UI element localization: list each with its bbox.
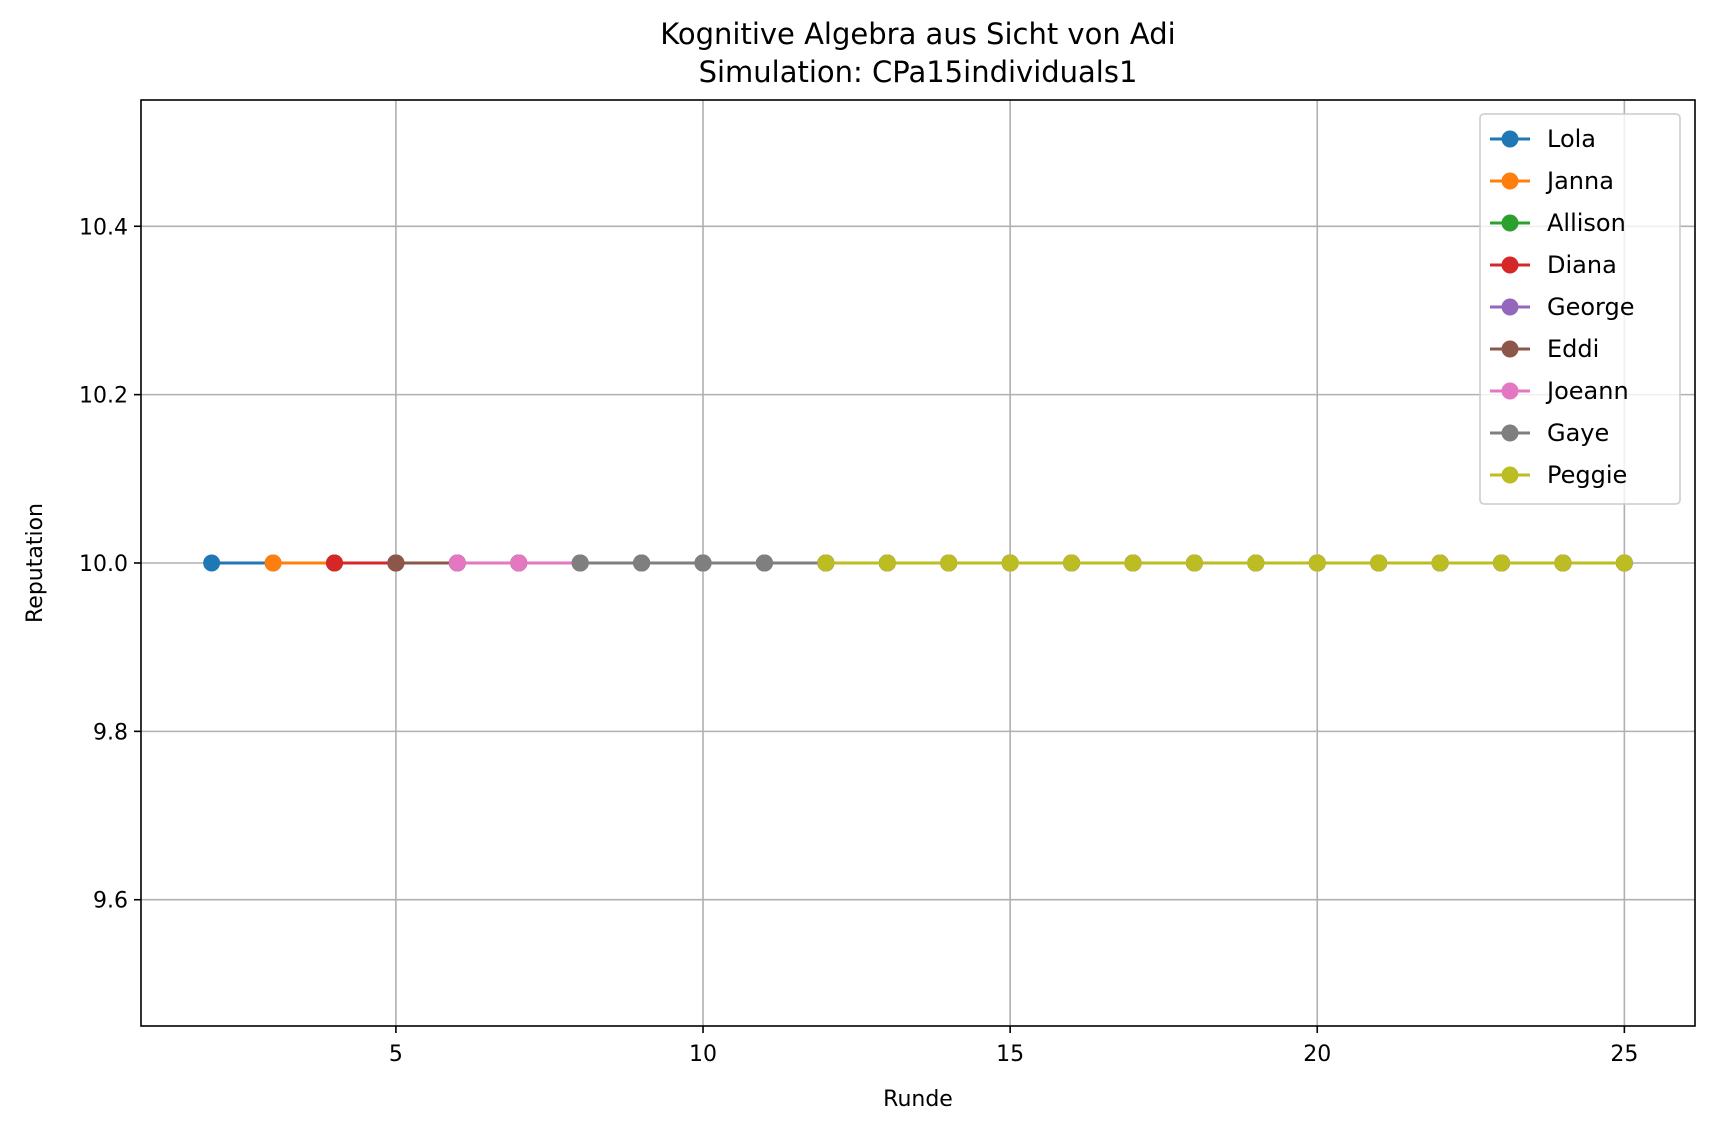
x-axis-label: Runde xyxy=(883,1087,953,1112)
y-tick-label: 9.6 xyxy=(93,889,128,914)
legend-marker xyxy=(1502,341,1519,358)
legend: Lola Janna Allison Diana George Eddi Joeann Gay… xyxy=(1480,114,1680,504)
data-point-janna xyxy=(265,555,282,572)
chart-title: Kognitive Algebra aus Sicht von Adi xyxy=(660,17,1175,51)
legend-marker xyxy=(1502,215,1519,232)
data-point-lola xyxy=(203,555,220,572)
data-point-gaye xyxy=(633,555,650,572)
legend-label: Joeann xyxy=(1545,377,1629,405)
data-point-gaye xyxy=(695,555,712,572)
y-axis-label: Reputation xyxy=(23,503,48,623)
data-point-joeann xyxy=(449,555,466,572)
legend-marker xyxy=(1502,299,1519,316)
x-tick-label: 20 xyxy=(1303,1042,1331,1067)
x-tick-label: 5 xyxy=(389,1042,403,1067)
data-point-peggie xyxy=(817,555,834,572)
data-point-peggie xyxy=(1124,555,1141,572)
data-point-peggie xyxy=(1186,555,1203,572)
legend-label: Allison xyxy=(1547,209,1626,237)
legend-marker xyxy=(1502,173,1519,190)
y-tick-label: 9.8 xyxy=(93,720,128,745)
data-point-joeann xyxy=(510,555,527,572)
legend-label: Eddi xyxy=(1547,335,1599,363)
legend-label: Gaye xyxy=(1547,419,1609,447)
data-point-peggie xyxy=(1002,555,1019,572)
data-point-peggie xyxy=(1309,555,1326,572)
legend-label: Janna xyxy=(1545,167,1614,195)
legend-label: Lola xyxy=(1547,125,1596,153)
x-tick-label: 15 xyxy=(996,1042,1024,1067)
legend-label: Peggie xyxy=(1547,461,1627,489)
data-point-peggie xyxy=(1554,555,1571,572)
data-point-eddi xyxy=(387,555,404,572)
legend-label: George xyxy=(1547,293,1635,321)
data-point-peggie xyxy=(1616,555,1633,572)
data-point-peggie xyxy=(1432,555,1449,572)
data-point-peggie xyxy=(940,555,957,572)
y-tick-label: 10.4 xyxy=(79,215,128,240)
data-point-peggie xyxy=(1247,555,1264,572)
x-tick-label: 10 xyxy=(689,1042,717,1067)
data-point-peggie xyxy=(1063,555,1080,572)
data-point-gaye xyxy=(756,555,773,572)
legend-label: Diana xyxy=(1547,251,1617,279)
legend-marker xyxy=(1502,467,1519,484)
data-point-peggie xyxy=(879,555,896,572)
x-tick-label: 25 xyxy=(1610,1042,1638,1067)
y-tick-label: 10.2 xyxy=(79,384,128,409)
chart-subtitle: Simulation: CPa15individuals1 xyxy=(699,55,1138,89)
data-point-peggie xyxy=(1370,555,1387,572)
data-point-gaye xyxy=(572,555,589,572)
legend-marker xyxy=(1502,425,1519,442)
legend-marker xyxy=(1502,383,1519,400)
data-point-peggie xyxy=(1493,555,1510,572)
data-point-diana xyxy=(326,555,343,572)
legend-marker xyxy=(1502,257,1519,274)
y-tick-label: 10.0 xyxy=(79,552,128,577)
legend-marker xyxy=(1502,131,1519,148)
